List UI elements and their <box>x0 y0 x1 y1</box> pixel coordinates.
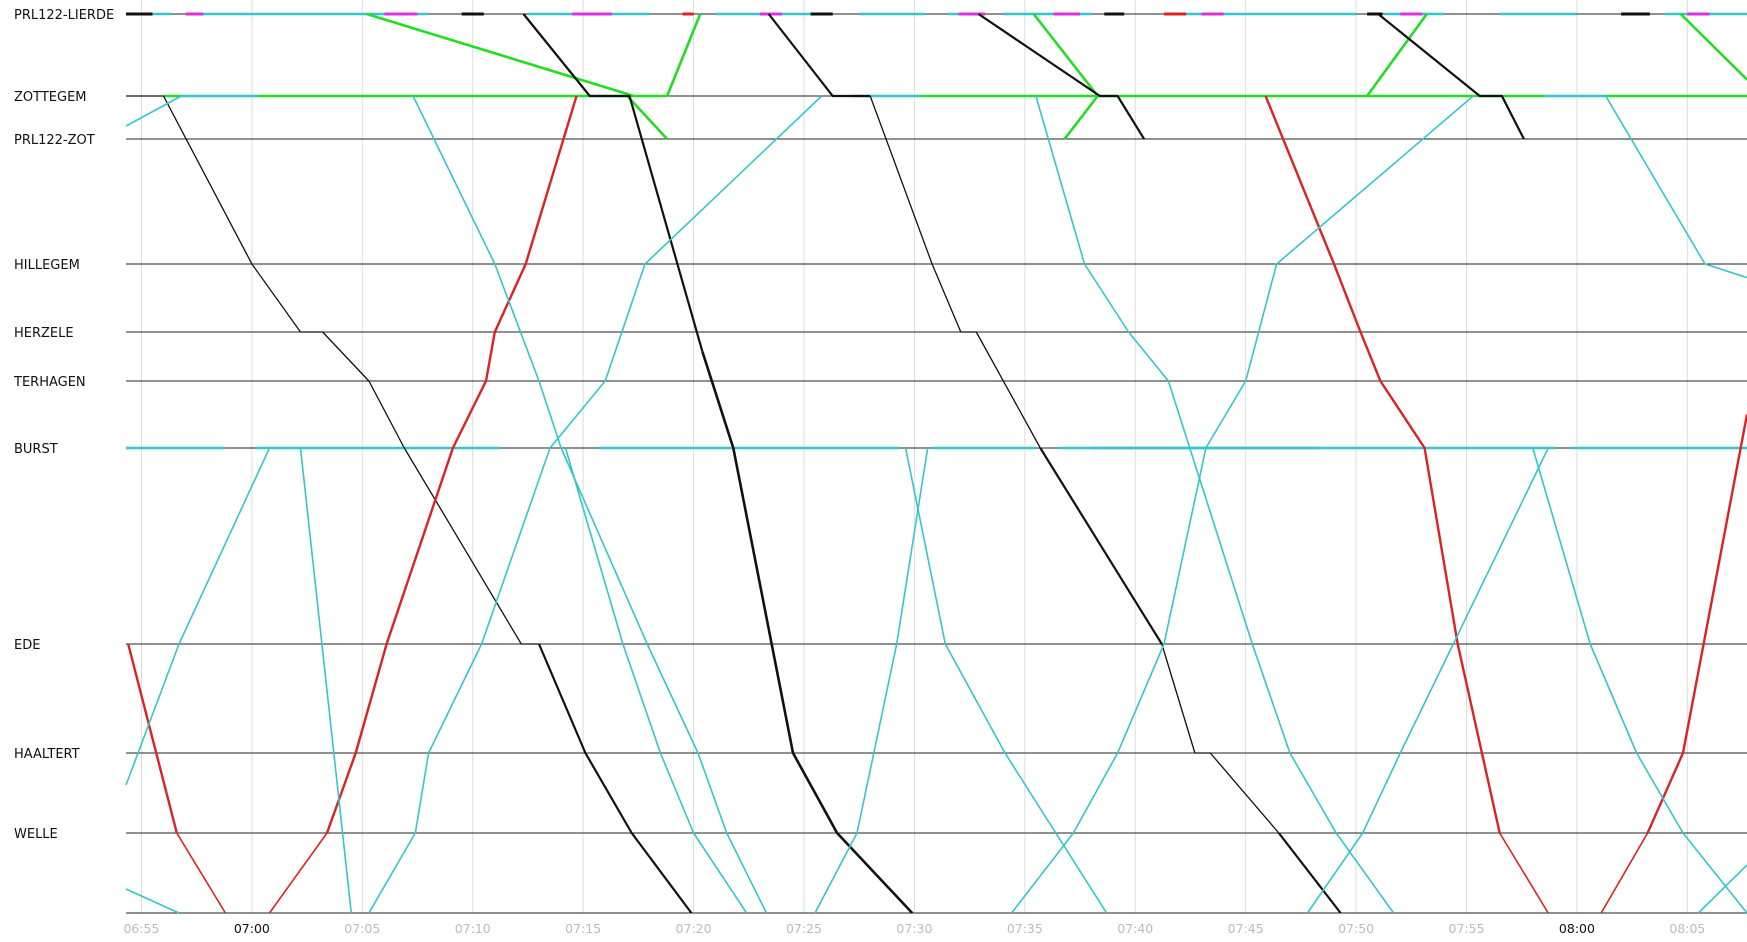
time-tick-10: 07:45 <box>1228 921 1264 936</box>
train-path-46 <box>1063 95 1099 140</box>
train-path-59 <box>701 351 914 914</box>
train-path-43 <box>665 13 702 97</box>
train-path-51 <box>977 13 1146 140</box>
train-path-71 <box>299 447 353 914</box>
station-label-4: HERZELE <box>14 326 74 341</box>
train-path-44 <box>626 95 669 140</box>
station-label-bg-8 <box>12 747 82 762</box>
time-tick-5: 07:20 <box>676 921 712 936</box>
station-label-1: ZOTTEGEM <box>14 90 87 105</box>
station-label-8: HAALTERT <box>14 747 80 762</box>
train-path-55 <box>869 95 1041 449</box>
station-label-6: BURST <box>14 442 58 457</box>
station-label-3: HILLEGEM <box>14 258 80 273</box>
train-path-81 <box>1605 95 1747 279</box>
station-label-bg-1 <box>12 90 89 105</box>
station-label-bg-5 <box>11 375 88 390</box>
train-path-67 <box>1646 414 1747 834</box>
train-path-62 <box>268 832 328 914</box>
time-tick-7: 07:30 <box>896 921 932 936</box>
time-tick-12: 07:55 <box>1449 921 1485 936</box>
station-label-0: PRL122-LIERDE <box>14 8 114 23</box>
train-paths <box>125 12 1747 914</box>
train-path-45 <box>1032 13 1099 97</box>
train-path-74 <box>564 447 748 914</box>
train-path-57 <box>1161 643 1280 834</box>
time-tick-11: 07:50 <box>1338 921 1374 936</box>
time-tick-1: 07:00 <box>234 921 270 936</box>
station-label-bg-4 <box>12 326 76 341</box>
station-label-bg-9 <box>12 827 60 842</box>
time-tick-13: 08:00 <box>1559 921 1595 936</box>
train-path-72 <box>368 95 823 914</box>
station-label-9: WELLE <box>14 827 58 842</box>
station-label-5: TERHAGEN <box>13 375 86 390</box>
station-label-2: PRL122-ZOT <box>14 133 95 148</box>
time-tick-2: 07:05 <box>344 921 380 936</box>
train-path-76 <box>904 447 1108 914</box>
train-path-79 <box>1306 447 1549 914</box>
time-tick-14: 08:05 <box>1669 921 1705 936</box>
time-axis: 06:55 07:00 07:05 07:10 07:15 07:20 07:25 07:30… <box>123 921 1705 936</box>
train-path-80 <box>1532 447 1747 914</box>
train-path-73 <box>412 95 768 914</box>
train-path-49 <box>522 13 704 352</box>
train-path-53 <box>126 95 539 645</box>
station-tracks <box>126 13 1747 914</box>
station-label-bg-6 <box>12 442 60 457</box>
train-path-50 <box>767 13 871 98</box>
train-path-58 <box>1277 832 1342 914</box>
station-label-bg-2 <box>12 133 97 148</box>
time-tick-6: 07:25 <box>786 921 822 936</box>
train-path-70 <box>125 888 180 914</box>
time-tick-3: 07:10 <box>455 921 491 936</box>
time-tick-4: 07:15 <box>565 921 601 936</box>
time-tick-9: 07:40 <box>1117 921 1153 936</box>
train-path-61 <box>176 832 227 914</box>
train-path-82 <box>1697 864 1747 914</box>
train-path-60 <box>127 643 178 834</box>
train-path-77 <box>1035 95 1395 914</box>
time-tick-8: 07:35 <box>1007 921 1043 936</box>
train-path-42 <box>366 12 635 98</box>
station-label-bg-7 <box>12 638 43 653</box>
train-path-75 <box>814 447 929 914</box>
station-label-bg-3 <box>12 258 82 273</box>
train-path-63 <box>325 95 578 834</box>
train-path-47 <box>1366 13 1428 97</box>
time-gridlines <box>140 0 1688 913</box>
train-path-78 <box>1010 95 1474 914</box>
train-path-54 <box>537 643 693 914</box>
train-path-56 <box>1039 447 1163 645</box>
train-path-64 <box>1264 95 1501 834</box>
train-path-65 <box>1499 832 1549 914</box>
time-tick-0: 06:55 <box>123 921 159 936</box>
station-label-bg-0 <box>12 8 117 23</box>
train-path-48 <box>1679 13 1747 81</box>
train-path-52 <box>1377 13 1525 140</box>
station-labels: PRL122-LIERDE ZOTTEGEM PRL122-ZOT HILLEGEM H… <box>11 8 117 842</box>
train-path-66 <box>1600 832 1649 914</box>
train-path-69 <box>125 447 271 786</box>
train-path-68 <box>125 95 182 127</box>
station-label-7: EDE <box>14 638 40 653</box>
